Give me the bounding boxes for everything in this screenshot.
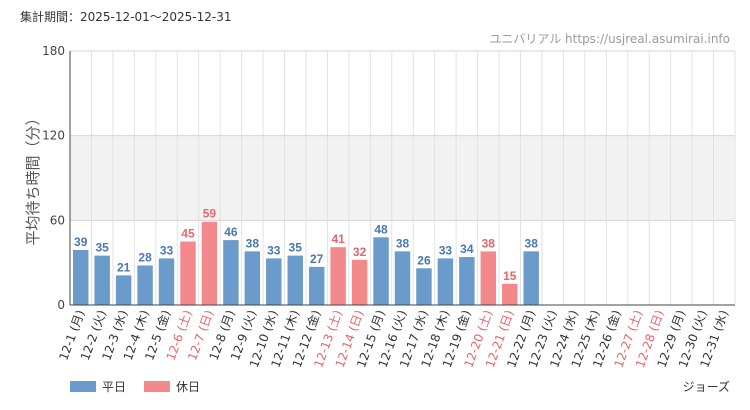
legend-item-weekday: 平日 <box>70 378 126 395</box>
legend: 平日 休日 <box>70 378 200 395</box>
data-label: 28 <box>138 250 152 264</box>
period-label: 集計期間：2025-12-01〜2025-12-31 <box>20 10 232 24</box>
data-label: 35 <box>95 241 109 255</box>
y-tick-label: 60 <box>50 213 65 227</box>
data-label: 38 <box>482 236 496 250</box>
data-label: 15 <box>503 269 517 283</box>
data-labels: 39 35 21 28 33 45 59 46 38 33 35 27 41 32 48 38 26 33 34 38… <box>74 207 538 283</box>
data-label: 21 <box>117 260 131 274</box>
data-label: 46 <box>224 225 238 239</box>
shaded-band <box>70 135 735 221</box>
y-axis-title: 平均待ち時間（分） <box>24 110 42 245</box>
bar <box>308 266 325 305</box>
watermark: ユニバリアル https://usjreal.asumirai.info <box>489 32 730 46</box>
legend-label-weekday: 平日 <box>102 380 127 394</box>
bar <box>158 258 175 305</box>
data-label: 38 <box>246 236 260 250</box>
data-label: 41 <box>331 232 345 246</box>
bar <box>244 251 261 305</box>
y-tick-label: 0 <box>57 298 65 312</box>
data-label: 34 <box>460 242 474 256</box>
bar <box>73 249 89 305</box>
bar <box>351 259 368 305</box>
bar <box>502 283 518 305</box>
y-tick-label: 120 <box>42 129 65 143</box>
data-label: 45 <box>181 227 195 241</box>
y-tick-label: 180 <box>42 44 65 58</box>
bar <box>115 275 132 305</box>
attraction-name: ジョーズ <box>682 380 730 394</box>
bar <box>459 257 475 305</box>
bar <box>437 258 454 305</box>
bar <box>287 255 303 305</box>
legend-label-holiday: 休日 <box>176 380 201 394</box>
data-label: 33 <box>160 243 174 257</box>
shaded-band-rect <box>70 135 735 221</box>
bar <box>223 240 239 305</box>
legend-swatch-weekday <box>70 381 96 392</box>
bar <box>373 237 389 305</box>
data-label: 33 <box>439 243 453 257</box>
axes <box>69 51 735 306</box>
bar <box>137 265 153 305</box>
data-label: 26 <box>417 253 431 267</box>
bar <box>94 255 110 305</box>
data-label: 39 <box>74 235 88 249</box>
bar <box>266 258 282 305</box>
data-label: 38 <box>525 236 539 250</box>
bar <box>394 251 411 305</box>
grid-lines <box>69 50 736 305</box>
data-label: 59 <box>203 207 217 221</box>
bar <box>180 241 196 305</box>
data-label: 32 <box>353 245 367 259</box>
bar <box>201 221 218 305</box>
bar <box>330 247 346 305</box>
data-label: 33 <box>267 243 281 257</box>
data-label: 38 <box>396 236 410 250</box>
bar <box>480 251 497 305</box>
bars <box>73 221 539 305</box>
data-label: 35 <box>289 241 303 255</box>
data-label: 48 <box>374 222 388 236</box>
data-label: 27 <box>310 252 324 266</box>
legend-item-holiday: 休日 <box>144 378 200 395</box>
bar <box>416 268 432 305</box>
bar <box>523 251 539 305</box>
legend-swatch-holiday <box>144 381 171 392</box>
